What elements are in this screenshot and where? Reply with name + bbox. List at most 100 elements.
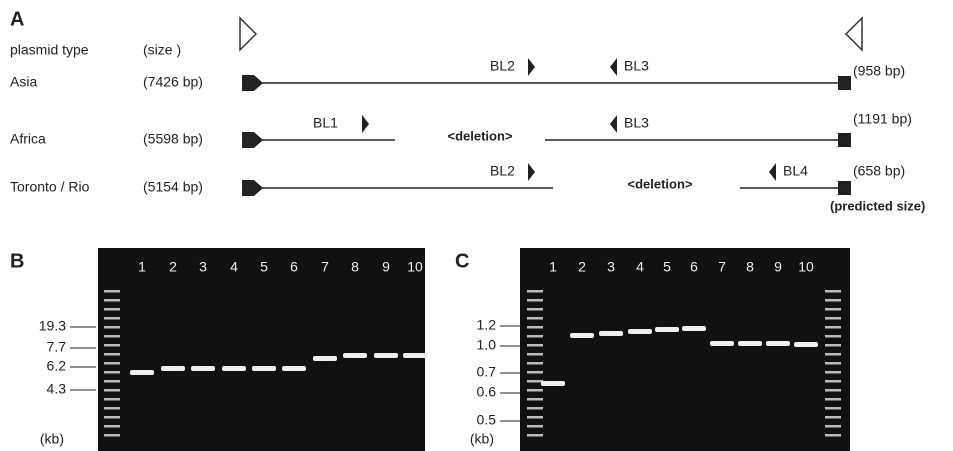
marker-label: 0.5 — [477, 412, 497, 428]
ladder-band — [527, 308, 543, 311]
primer-label: BL3 — [624, 58, 649, 74]
ladder-band — [527, 344, 543, 347]
lane-number: 2 — [578, 259, 586, 275]
origin-arrow — [242, 180, 263, 196]
product-size: (658 bp) — [853, 163, 905, 179]
ladder-band — [825, 353, 841, 356]
end-box — [838, 133, 851, 147]
primer-arrow — [769, 163, 776, 181]
primer-site-marker — [846, 18, 862, 50]
gel-b — [98, 248, 425, 451]
band — [130, 370, 154, 375]
marker-label: 0.6 — [477, 384, 497, 400]
ladder-band — [527, 335, 543, 338]
ladder-band — [527, 353, 543, 356]
ladder-band — [825, 407, 841, 410]
lane-number: 3 — [607, 259, 615, 275]
plasmid-size: (5154 bp) — [143, 179, 203, 195]
origin-arrow — [242, 75, 263, 91]
lane-number: 7 — [718, 259, 726, 275]
band — [282, 366, 306, 371]
primer-site-marker — [240, 18, 256, 50]
band — [313, 356, 337, 361]
unit: (kb) — [40, 431, 64, 447]
lane-number: 10 — [407, 259, 423, 275]
unit: (kb) — [470, 431, 494, 447]
band — [738, 341, 762, 346]
lane-number: 9 — [382, 259, 390, 275]
band — [628, 329, 652, 334]
ladder-band — [527, 416, 543, 419]
lane-number: 4 — [636, 259, 644, 275]
panel-label: A — [10, 8, 24, 30]
lane-number: 8 — [351, 259, 359, 275]
plasmid-size: (7426 bp) — [143, 74, 203, 90]
panel-label: C — [455, 250, 469, 272]
primer-arrow — [362, 115, 369, 133]
product-size: (1191 bp) — [853, 111, 912, 127]
end-box — [838, 181, 851, 195]
band — [343, 353, 367, 358]
ladder-band — [825, 290, 841, 293]
ladder-band — [825, 371, 841, 374]
ladder-band — [825, 317, 841, 320]
ladder-band — [104, 326, 120, 329]
primer-label: BL1 — [313, 115, 338, 131]
ladder-band — [825, 308, 841, 311]
plasmid-name: Toronto / Rio — [10, 179, 90, 195]
marker-label: 4.3 — [47, 381, 67, 397]
end-box — [838, 76, 851, 90]
band — [682, 326, 706, 331]
marker-label: 1.0 — [477, 337, 497, 353]
ladder-band — [825, 326, 841, 329]
plasmid-name: Africa — [10, 131, 46, 147]
ladder-band — [825, 416, 841, 419]
panel-label: B — [10, 250, 24, 272]
band — [599, 331, 623, 336]
note: (predicted size) — [830, 198, 925, 213]
ladder-band — [104, 407, 120, 410]
marker-label: 6.2 — [47, 358, 67, 374]
ladder-band — [825, 434, 841, 437]
band — [161, 366, 185, 371]
lane-number: 8 — [746, 259, 754, 275]
primer-label: BL2 — [490, 58, 515, 74]
ladder-band — [104, 434, 120, 437]
ladder-band — [527, 434, 543, 437]
ladder-band — [104, 344, 120, 347]
ladder-band — [825, 335, 841, 338]
primer-arrow — [528, 163, 535, 181]
ladder-band — [104, 380, 120, 383]
marker-label: 7.7 — [47, 339, 67, 355]
lane-number: 7 — [321, 259, 329, 275]
band — [191, 366, 215, 371]
figure: Aplasmid type(size )Asia(7426 bp)BL2BL3(… — [0, 0, 953, 451]
deletion: <deletion> — [627, 176, 692, 191]
ladder-band — [104, 425, 120, 428]
ladder-band — [104, 398, 120, 401]
header: (size ) — [143, 42, 181, 58]
primer-label: BL3 — [624, 115, 649, 131]
band — [655, 327, 679, 332]
product-size: (958 bp) — [853, 63, 905, 79]
band — [403, 353, 427, 358]
ladder-band — [825, 380, 841, 383]
lane-number: 5 — [663, 259, 671, 275]
deletion: <deletion> — [447, 128, 512, 143]
ladder-band — [527, 371, 543, 374]
ladder-band — [104, 416, 120, 419]
band — [252, 366, 276, 371]
ladder-band — [527, 407, 543, 410]
band — [374, 353, 398, 358]
lane-number: 3 — [199, 259, 207, 275]
ladder-band — [527, 290, 543, 293]
primer-label: BL2 — [490, 163, 515, 179]
ladder-band — [527, 380, 543, 383]
band — [570, 333, 594, 338]
band — [710, 341, 734, 346]
ladder-band — [104, 389, 120, 392]
ladder-band — [104, 290, 120, 293]
ladder-band — [527, 362, 543, 365]
ladder-band — [104, 317, 120, 320]
ladder-band — [825, 344, 841, 347]
